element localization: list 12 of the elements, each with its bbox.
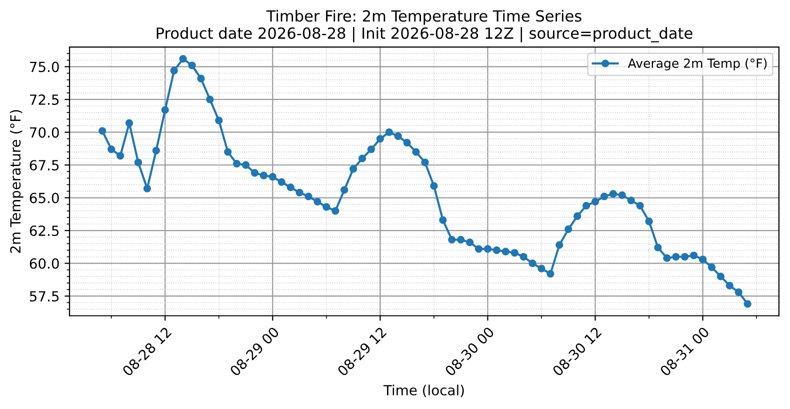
y-tick-label: 62.5 bbox=[30, 226, 59, 236]
y-tick-label: 70.0 bbox=[30, 127, 59, 138]
y-tick-label: 67.5 bbox=[30, 160, 59, 170]
y-tick-label: 60.0 bbox=[30, 258, 59, 269]
y-tick-label: 57.5 bbox=[30, 291, 59, 302]
y-axis-title: 2m Temperature (°F) bbox=[10, 110, 24, 253]
y-tick-label: 72.5 bbox=[30, 94, 59, 105]
y-tick-label: 75.0 bbox=[30, 62, 59, 72]
chart-title: Timber Fire: 2m Temperature Time Series Product date 2026-08-28 | Init 2026-08-28 12Z | source=product_date bbox=[156, 10, 692, 42]
y-tick-label: 65.0 bbox=[30, 192, 59, 204]
x-axis-title: Time (local) bbox=[383, 384, 464, 398]
legend-label: Average 2m Temp (°F) bbox=[628, 58, 767, 70]
